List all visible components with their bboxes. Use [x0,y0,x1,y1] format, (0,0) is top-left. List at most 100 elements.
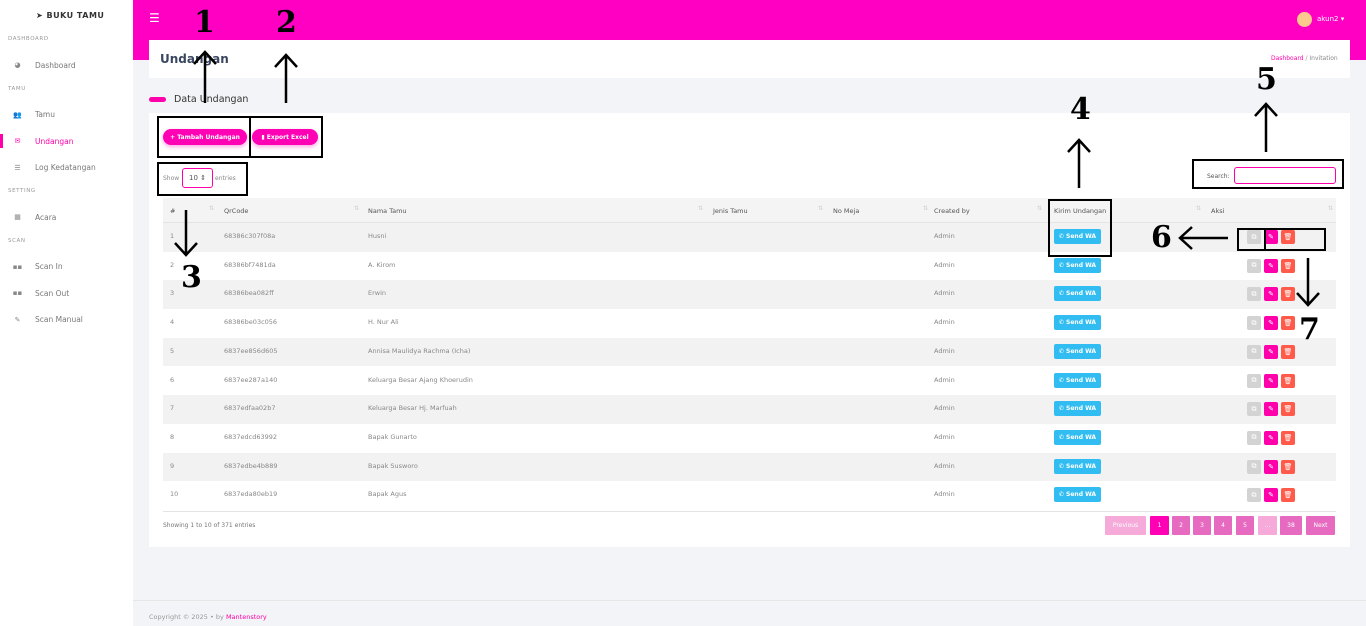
delete-button[interactable]: 🗑 [1281,373,1295,388]
send-wa-button[interactable]: ✆ Send WA [1054,257,1101,273]
sort-icon[interactable]: ⇅ [698,205,704,212]
table-row: 2 68386bf7481da A. Kirom Admin ✆ Send WA ⧉ ✎ 🗑 [163,252,1336,281]
search-input[interactable] [1234,167,1336,184]
page-4[interactable]: 4 [1214,516,1232,535]
whatsapp-icon: ✆ [1058,376,1067,384]
edit-button[interactable]: ✎ [1264,459,1278,474]
open-link-button[interactable]: ⧉ [1247,488,1261,503]
column-header[interactable]: Kirim Undangan [1054,206,1107,215]
page-3[interactable]: 3 [1193,516,1211,535]
send-wa-button[interactable]: ✆ Send WA [1054,458,1101,474]
hamburger-menu-icon[interactable]: ☰ [149,11,160,25]
sort-icon[interactable]: ⇅ [209,205,215,212]
column-header[interactable]: Nama Tamu [368,206,407,215]
table-cell: Admin [934,346,955,355]
sort-icon[interactable]: ⇅ [1196,205,1202,212]
delete-button[interactable]: 🗑 [1281,459,1295,474]
arrow-4 [1067,138,1091,188]
table-cell: A. Kirom [368,260,396,269]
open-link-button[interactable]: ⧉ [1247,344,1261,359]
whatsapp-icon: ✆ [1058,319,1067,327]
open-link-button[interactable]: ⧉ [1247,230,1261,244]
open-link-button[interactable]: ⧉ [1247,258,1261,273]
delete-button[interactable]: 🗑 [1281,287,1295,302]
sidebar-item-dashboard[interactable]: ◕ Dashboard [0,55,133,75]
sidebar [0,0,133,626]
edit-button[interactable]: ✎ [1264,230,1278,244]
delete-button[interactable]: 🗑 [1281,316,1295,331]
edit-button[interactable]: ✎ [1264,316,1278,331]
send-wa-button[interactable]: ✆ Send WA [1054,401,1101,417]
edit-button[interactable]: ✎ [1264,373,1278,388]
send-wa-button[interactable]: ✆ Send WA [1054,372,1101,388]
page-2[interactable]: 2 [1172,516,1190,535]
page-next[interactable]: Next [1306,516,1335,535]
footer-link[interactable]: Mantenstory [225,613,267,621]
send-wa-button[interactable]: ✆ Send WA [1054,286,1101,302]
sort-icon[interactable]: ⇅ [1037,205,1043,212]
delete-button[interactable]: 🗑 [1281,258,1295,273]
column-header[interactable]: Jenis Tamu [713,206,748,215]
calendar-icon: ▦ [14,213,21,221]
delete-button[interactable]: 🗑 [1281,430,1295,445]
send-wa-button[interactable]: ✆ Send WA [1054,315,1101,331]
page-1[interactable]: 1 [1150,516,1169,535]
edit-button[interactable]: ✎ [1264,344,1278,359]
column-header[interactable]: Aksi [1211,206,1225,215]
edit-button[interactable]: ✎ [1264,402,1278,417]
annotation-box-7 [1264,228,1326,251]
column-header[interactable]: # [170,206,176,215]
table-cell: Bapak Agus [368,490,407,499]
entries-select[interactable]: 10 ⇕ [182,168,213,188]
delete-button[interactable]: 🗑 [1281,488,1295,503]
sort-icon[interactable]: ⇅ [354,205,360,212]
column-header[interactable]: No Meja [833,206,860,215]
open-link-button[interactable]: ⧉ [1247,402,1261,417]
page-previous[interactable]: Previous [1105,516,1146,535]
sidebar-item-acara[interactable]: ▦ Acara [0,207,133,227]
open-link-button[interactable]: ⧉ [1247,373,1261,388]
sidebar-item-scan-manual[interactable]: ✎ Scan Manual [0,310,133,330]
brand-logo[interactable]: ➤ BUKU TAMU [36,11,105,20]
sidebar-item-scan-in[interactable]: ▪▪ Scan In [0,257,133,277]
page-38[interactable]: 38 [1280,516,1302,535]
edit-button[interactable]: ✎ [1264,287,1278,302]
open-link-button[interactable]: ⧉ [1247,316,1261,331]
send-wa-button[interactable]: ✆ Send WA [1054,343,1101,359]
sidebar-item-tamu[interactable]: 👥 Tamu [0,105,133,125]
sort-icon[interactable]: ⇅ [1328,205,1334,212]
sidebar-item-log-kedatangan[interactable]: ☰ Log Kedatangan [0,158,133,178]
table-cell: Keluarga Besar Hj. Marfuah [368,404,457,413]
edit-button[interactable]: ✎ [1264,430,1278,445]
open-link-button[interactable]: ⧉ [1247,287,1261,302]
sidebar-item-undangan[interactable]: ✉ Undangan [0,131,133,151]
sort-icon[interactable]: ⇅ [818,205,824,212]
trash-icon: 🗑 [1283,405,1293,414]
annotation-number-3: 3 [181,260,202,295]
column-header[interactable]: Created by [934,206,970,215]
delete-button[interactable]: 🗑 [1281,344,1295,359]
external-link-icon: ⧉ [1251,376,1257,384]
edit-button[interactable]: ✎ [1264,258,1278,273]
delete-button[interactable]: 🗑 [1281,402,1295,417]
open-link-button[interactable]: ⧉ [1247,430,1261,445]
send-wa-button[interactable]: ✆ Send WA [1054,429,1101,445]
table-cell: 6837eda80eb19 [224,490,278,499]
add-invitation-button[interactable]: + Tambah Undangan [163,129,247,145]
breadcrumb-dashboard[interactable]: Dashboard [1271,55,1304,62]
send-wa-button[interactable]: ✆ Send WA [1054,229,1101,244]
pencil-icon: ✎ [1268,319,1274,328]
annotation-number-4: 4 [1070,92,1091,127]
user-menu[interactable]: akun2 ▾ [1317,15,1345,23]
send-wa-button[interactable]: ✆ Send WA [1054,487,1101,503]
column-header[interactable]: QrCode [224,206,249,215]
export-excel-button[interactable]: ▮ Export Excel [252,129,318,145]
sidebar-item-scan-out[interactable]: ▪▪ Scan Out [0,283,133,303]
sort-icon[interactable]: ⇅ [923,205,929,212]
open-link-button[interactable]: ⧉ [1247,459,1261,474]
annotation-box-5 [1192,159,1344,189]
edit-button[interactable]: ✎ [1264,488,1278,503]
page-5[interactable]: 5 [1236,516,1254,535]
delete-button[interactable]: 🗑 [1281,230,1295,244]
avatar[interactable] [1297,12,1312,27]
